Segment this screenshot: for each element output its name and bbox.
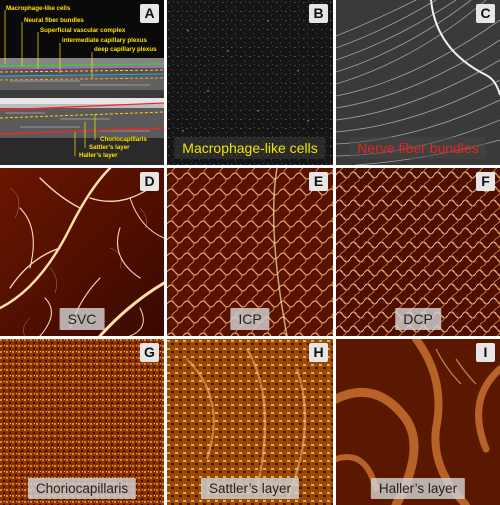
panel-caption: Haller’s layer [370, 478, 466, 499]
panel-d-svc: D SVC [0, 168, 164, 336]
annotation-macrophage: Macrophage-like cells [6, 5, 71, 12]
panel-letter: B [309, 4, 328, 23]
sattler-angiogram [167, 339, 333, 505]
panel-letter: F [476, 172, 495, 191]
panel-caption: ICP [230, 308, 270, 330]
panel-e-icp: E ICP [167, 168, 333, 336]
panel-letter: D [140, 172, 159, 191]
annotation-sattler: Sattler’s layer [89, 144, 130, 151]
panel-f-dcp: F DCP [336, 168, 500, 336]
panel-letter: H [309, 343, 328, 362]
panel-caption: Choriocapillaris [27, 478, 137, 499]
panel-c-nerve-fibers: C Nerve fiber bundles [336, 0, 500, 165]
panel-i-haller: I Haller’s layer [336, 339, 500, 505]
panel-g-choriocapillaris: G Choriocapillaris [0, 339, 164, 505]
annotation-dcp: deep capillary plexus [94, 46, 157, 53]
annotation-icp: intermediate capillary plexus [62, 37, 147, 44]
panel-letter: A [140, 4, 159, 23]
panel-caption: DCP [395, 308, 441, 330]
panel-h-sattler: H Sattler’s layer [167, 339, 333, 505]
annotation-nerve: Neural fiber bundles [24, 17, 84, 24]
panel-caption: Sattler’s layer [200, 478, 300, 499]
panel-letter: I [476, 343, 495, 362]
panel-letter: G [140, 343, 159, 362]
panel-letter: C [476, 4, 495, 23]
annotation-chorio: Choriocapillaris [100, 136, 147, 143]
panel-a-oct-bscan: Macrophage-like cells Neural fiber bundl… [0, 0, 164, 165]
panel-caption: Macrophage-like cells [174, 137, 326, 159]
panel-letter: E [309, 172, 328, 191]
panel-caption: SVC [59, 308, 105, 330]
annotation-svc: Superficial vascular complex [40, 27, 126, 34]
panel-b-macrophage: B Macrophage-like cells [167, 0, 333, 165]
choriocapillaris-angiogram [0, 339, 164, 505]
annotation-haller: Haller’s layer [79, 152, 118, 159]
panel-caption: Nerve fiber bundles [349, 137, 487, 159]
oct-bscan-image [0, 0, 164, 165]
